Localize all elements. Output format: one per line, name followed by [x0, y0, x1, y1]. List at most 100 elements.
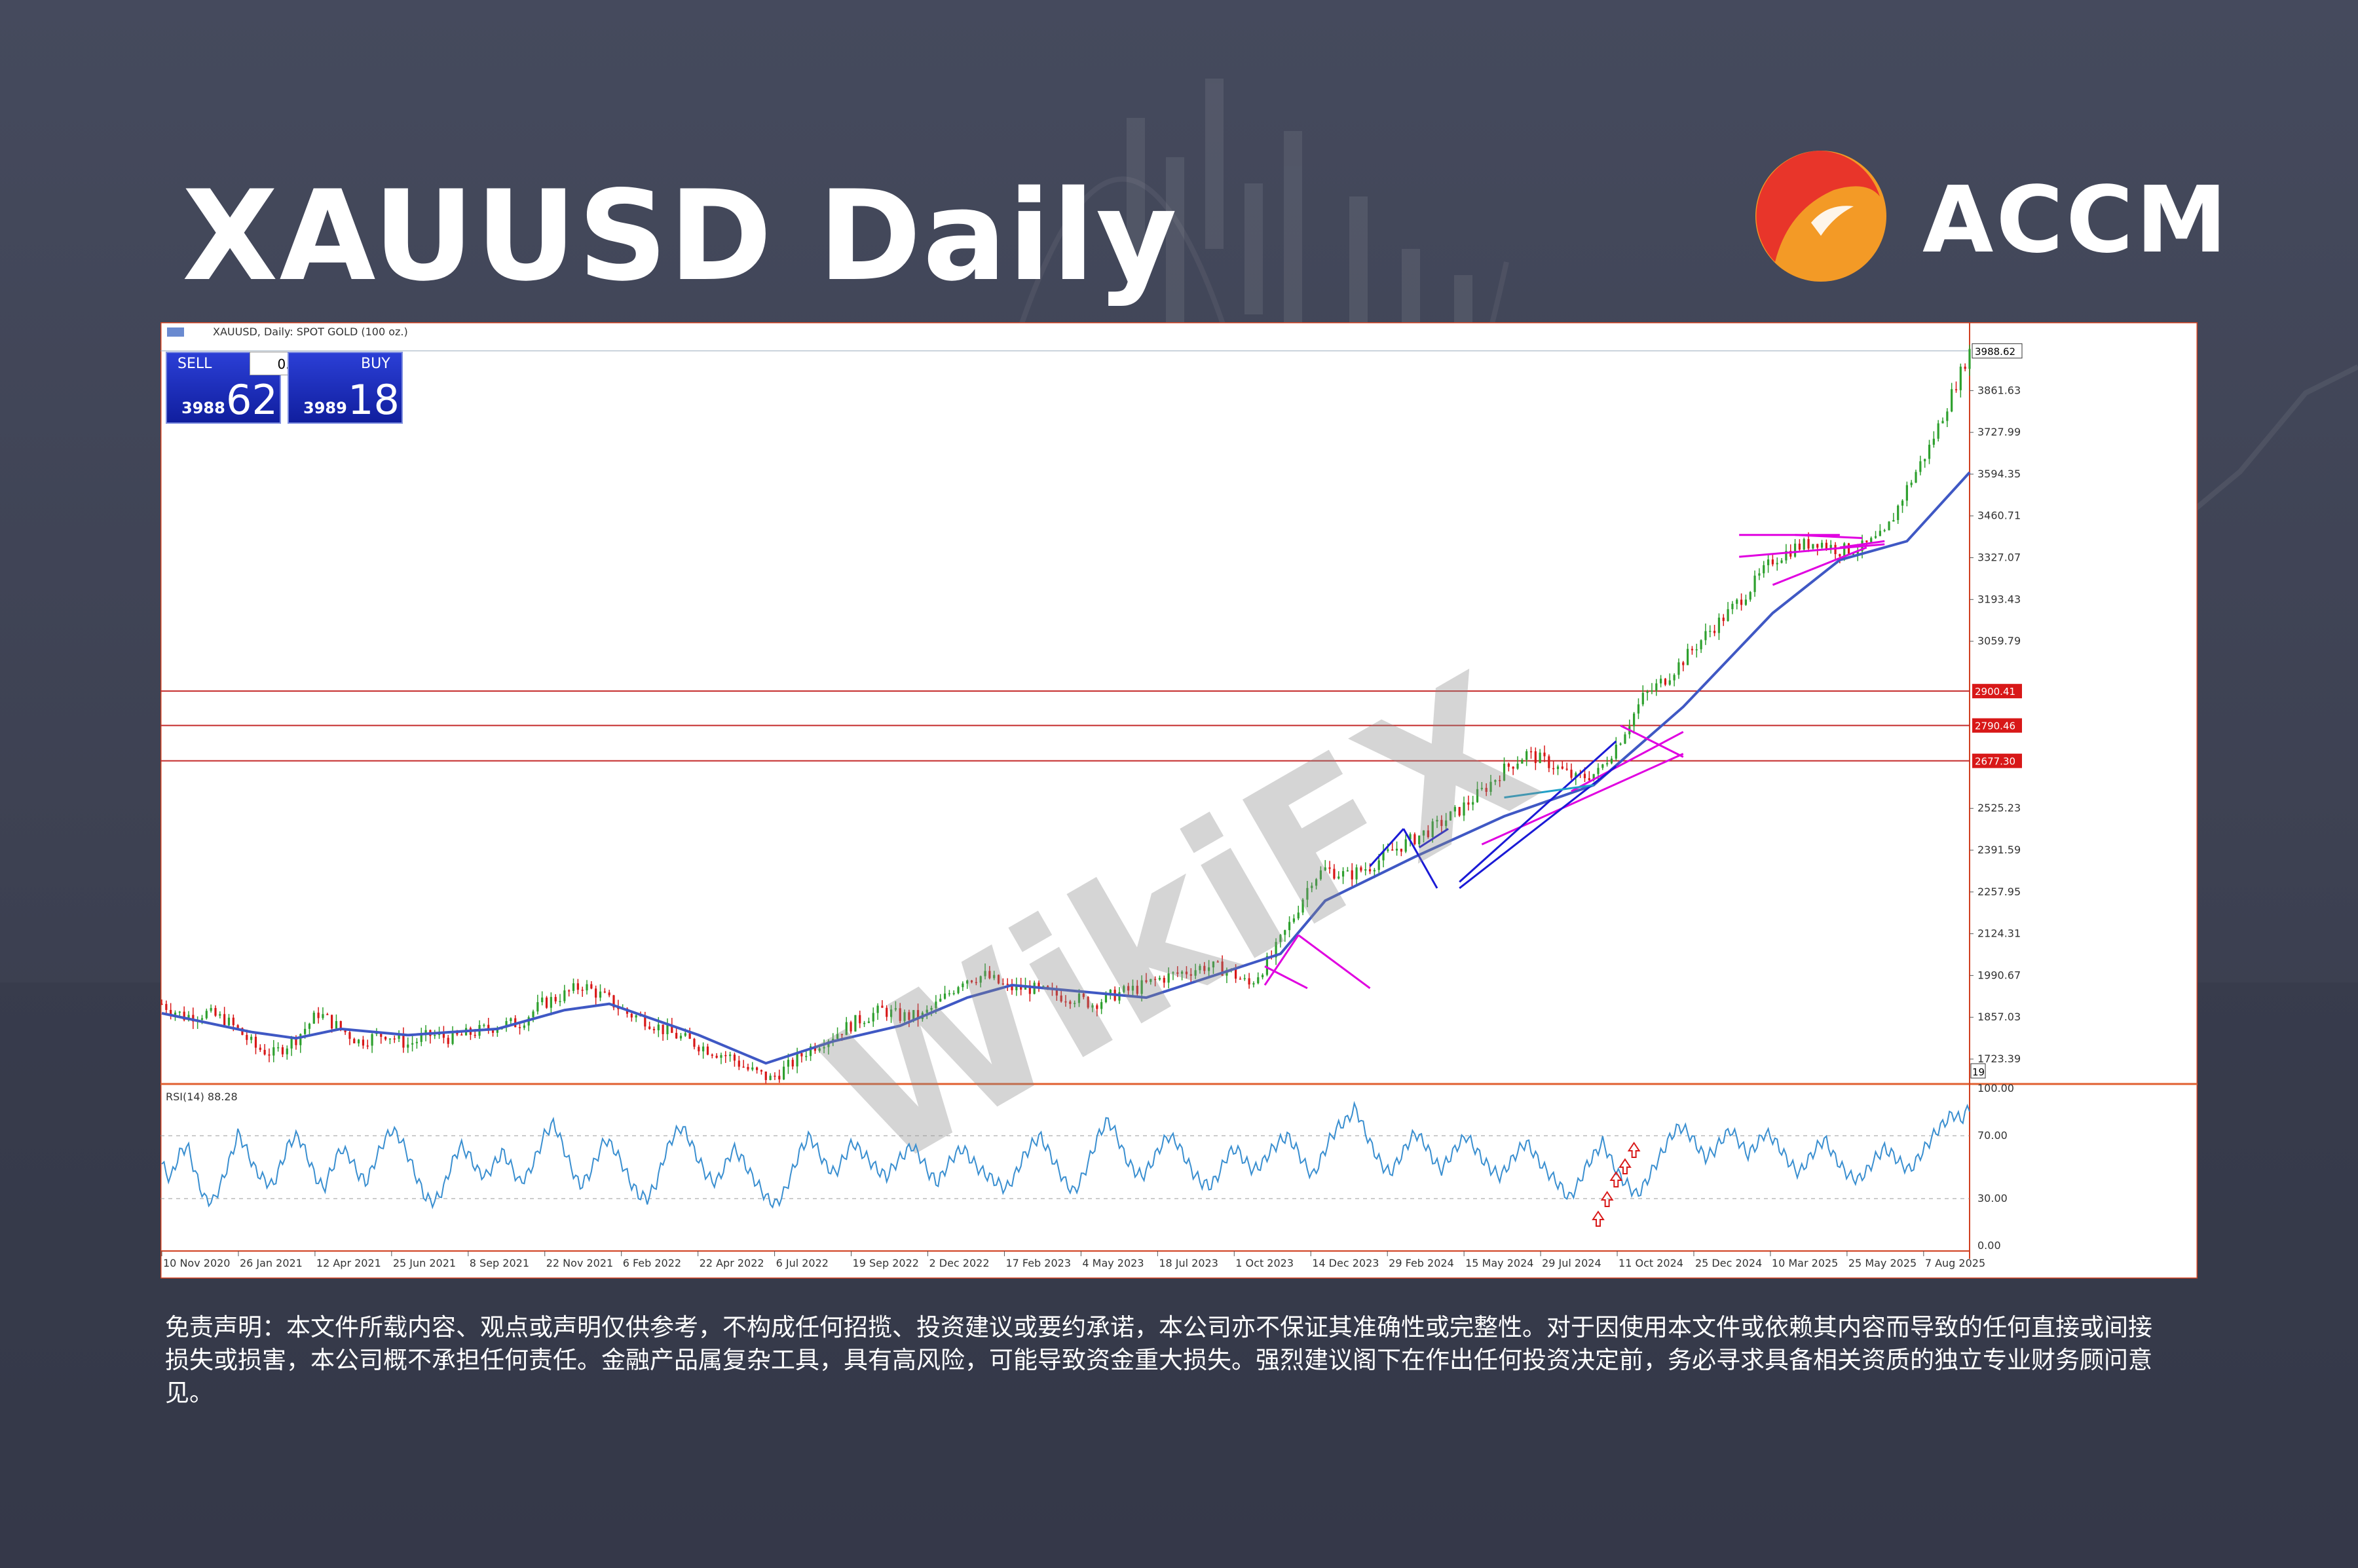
price-chart: XAUUSD, Daily: SPOT GOLD (100 oz.) 2900.4…	[160, 322, 2198, 1279]
candle-body	[760, 1070, 763, 1072]
candle-body	[1324, 867, 1326, 870]
candle-body	[1395, 848, 1398, 851]
sell-price-pips: 62	[226, 376, 278, 424]
candle-body	[254, 1036, 257, 1048]
candle-body	[1852, 553, 1854, 555]
candle-body	[250, 1036, 253, 1040]
candle-body	[1709, 631, 1712, 632]
chart-border	[160, 322, 2198, 1279]
y-tick-label: 3460.71	[1977, 510, 2021, 522]
candle-body	[612, 995, 615, 1008]
candle-body	[1252, 983, 1255, 985]
candle-body	[563, 990, 566, 1001]
y-tick-label: 3193.43	[1977, 593, 2021, 605]
sell-price-prefix: 3988	[181, 399, 225, 417]
candle-body	[1176, 972, 1179, 974]
x-tick-label: 17 Feb 2023	[1005, 1257, 1071, 1269]
candle-body	[926, 1009, 928, 1013]
sell-button[interactable]: SELL 3988 62	[166, 352, 281, 424]
candle-body	[1946, 411, 1949, 421]
candle-body	[1172, 972, 1174, 974]
candle-body	[308, 1023, 311, 1029]
candle-body	[1163, 977, 1165, 983]
level-label-box	[1972, 753, 2022, 768]
level-label: 2677.30	[1975, 756, 2015, 768]
candle-body	[733, 1055, 736, 1061]
rsi-line	[161, 1100, 1970, 1210]
candle-body	[1731, 603, 1734, 610]
buy-button[interactable]: BUY 3989 18	[288, 352, 403, 424]
candle-body	[1109, 990, 1112, 994]
candle-body	[644, 1015, 646, 1027]
candle-body	[1001, 983, 1004, 985]
candle-body	[1888, 521, 1890, 531]
candle-body	[859, 1015, 861, 1024]
candle-body	[1793, 544, 1797, 557]
candle-body	[1789, 551, 1792, 557]
candle-body	[876, 1005, 879, 1013]
candle-body	[774, 1075, 776, 1077]
candle-body	[1351, 870, 1353, 880]
candle-body	[393, 1038, 396, 1040]
candle-body	[679, 1036, 683, 1039]
candle-body	[1096, 1005, 1098, 1009]
y-tick-label: 3594.35	[1977, 468, 2021, 480]
candle-body	[1767, 559, 1770, 565]
candle-body	[348, 1032, 351, 1039]
candle-body	[764, 1071, 767, 1081]
candle-body	[1521, 759, 1524, 764]
candle-body	[1951, 389, 1953, 412]
trend-pattern-line	[1298, 934, 1371, 990]
candle-body	[295, 1037, 297, 1045]
candle-body	[590, 984, 593, 989]
candle-body	[867, 1021, 870, 1023]
candle-body	[572, 983, 575, 991]
candle-body	[1892, 520, 1895, 522]
x-tick-label: 25 Jun 2021	[393, 1257, 456, 1269]
candle-body	[912, 1010, 915, 1020]
candle-body	[1588, 778, 1590, 781]
candle-body	[881, 1005, 884, 1008]
current-price-label: 3988.62	[1975, 346, 2015, 358]
candle-body	[1055, 989, 1058, 996]
candle-body	[747, 1066, 749, 1070]
candle-body	[805, 1056, 808, 1057]
candle-body	[388, 1038, 392, 1040]
x-tick-label: 10 Mar 2025	[1772, 1257, 1838, 1269]
candle-body	[975, 982, 977, 984]
candle-body	[496, 1029, 498, 1033]
candle-body	[1341, 870, 1345, 877]
candle-body	[1189, 974, 1192, 976]
candle-body	[832, 1038, 834, 1041]
candle-body	[232, 1017, 234, 1026]
candle-body	[1436, 819, 1438, 822]
candle-body	[532, 1011, 534, 1018]
candle-body	[1664, 679, 1667, 685]
candle-body	[304, 1028, 307, 1034]
candle-body	[688, 1033, 691, 1039]
candle-body	[1288, 922, 1291, 931]
candle-body	[1221, 961, 1224, 976]
candle-body	[1646, 691, 1649, 693]
candle-body	[1499, 779, 1501, 781]
candle-body	[1610, 758, 1613, 764]
candle-body	[1154, 979, 1157, 980]
candle-body	[1311, 886, 1313, 888]
candle-body	[1440, 819, 1443, 827]
candle-body	[1257, 977, 1260, 984]
candle-body	[1315, 879, 1318, 886]
candle-body	[1763, 565, 1765, 574]
candle-body	[1127, 986, 1130, 991]
candle-body	[1722, 617, 1725, 622]
x-tick-label: 18 Jul 2023	[1159, 1257, 1218, 1269]
candle-body	[1561, 766, 1563, 769]
trend-pattern-line	[1369, 828, 1404, 867]
candle-body	[1677, 662, 1680, 675]
candle-body	[1543, 753, 1546, 756]
rsi-label: RSI(14) 88.28	[166, 1091, 238, 1103]
candle-body	[1597, 768, 1600, 774]
candle-body	[943, 993, 946, 999]
y-tick-label: 1723.39	[1977, 1053, 2021, 1065]
candle-body	[1651, 690, 1653, 692]
candle-body	[1937, 423, 1939, 439]
